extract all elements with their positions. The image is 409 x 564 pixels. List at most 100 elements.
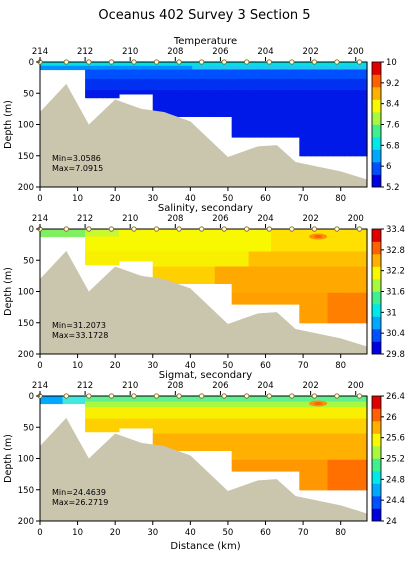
- data-cell: [304, 86, 312, 89]
- data-cell: [282, 112, 289, 116]
- data-cell: [282, 279, 289, 283]
- data-cell: [209, 281, 216, 284]
- data-cell: [254, 452, 261, 455]
- data-cell: [333, 133, 340, 136]
- data-cell: [220, 77, 227, 80]
- data-cell: [316, 304, 323, 307]
- data-cell: [344, 268, 351, 271]
- data-cell: [231, 270, 238, 273]
- data-cell: [355, 103, 362, 106]
- data-cell: [344, 296, 351, 299]
- data-cell: [180, 268, 188, 271]
- data-cell: [186, 420, 193, 423]
- data-cell: [361, 289, 368, 292]
- data-cell: [147, 232, 154, 236]
- data-cell: [164, 431, 171, 435]
- data-cell: [85, 232, 92, 236]
- data-cell: [310, 105, 317, 108]
- data-cell: [45, 234, 52, 238]
- data-cell: [56, 62, 64, 65]
- data-cell: [192, 97, 199, 101]
- data-cell: [271, 277, 278, 281]
- data-cell: [180, 442, 188, 446]
- data-cell: [214, 108, 222, 112]
- data-cell: [220, 78, 227, 82]
- data-cell: [310, 153, 317, 157]
- data-cell: [158, 266, 165, 269]
- data-cell: [158, 399, 165, 403]
- data-cell: [135, 244, 143, 247]
- data-cell: [118, 407, 126, 410]
- data-cell: [304, 300, 312, 303]
- data-cell: [282, 422, 289, 425]
- data-cell: [152, 427, 159, 431]
- data-cell: [175, 426, 182, 429]
- data-cell: [180, 414, 188, 418]
- data-cell: [118, 251, 126, 254]
- data-cell: [304, 266, 312, 269]
- data-cell: [344, 300, 351, 303]
- data-cell: [350, 300, 357, 303]
- data-cell: [288, 441, 295, 444]
- data-cell: [102, 229, 109, 232]
- data-cell: [102, 405, 109, 408]
- data-cell: [147, 249, 154, 253]
- data-cell: [299, 290, 306, 294]
- data-cell: [288, 112, 295, 116]
- data-cell: [141, 236, 148, 239]
- data-cell: [141, 249, 148, 253]
- data-cell: [259, 266, 267, 269]
- data-cell: [85, 401, 92, 405]
- data-cell: [90, 69, 97, 72]
- data-cell: [85, 251, 92, 254]
- data-cell: [254, 435, 261, 438]
- data-cell: [180, 65, 188, 69]
- data-cell: [248, 82, 255, 86]
- data-cell: [180, 110, 188, 114]
- data-cell: [310, 298, 317, 301]
- data-cell: [203, 73, 210, 76]
- data-cell: [231, 459, 238, 463]
- data-cell: [96, 95, 103, 99]
- data-cell: [271, 279, 278, 283]
- data-cell: [226, 242, 233, 245]
- colorbar-segment: [372, 87, 381, 100]
- data-cell: [254, 268, 261, 271]
- data-cell: [209, 245, 216, 249]
- data-cell: [226, 260, 233, 264]
- data-cell: [310, 433, 317, 436]
- data-cell: [147, 397, 154, 401]
- data-cell: [259, 279, 267, 283]
- data-cell: [186, 63, 193, 67]
- data-cell: [310, 82, 317, 86]
- data-cell: [203, 236, 210, 239]
- data-cell: [113, 77, 120, 80]
- data-cell: [85, 93, 92, 97]
- data-cell: [158, 411, 165, 414]
- data-cell: [288, 283, 295, 286]
- data-cell: [333, 95, 340, 99]
- data-cell: [361, 108, 368, 112]
- data-cell: [226, 82, 233, 86]
- data-cell: [203, 418, 210, 421]
- data-cell: [276, 441, 284, 444]
- data-cell: [175, 105, 182, 108]
- data-cell: [186, 240, 193, 243]
- data-cell: [276, 62, 284, 65]
- data-cell: [192, 442, 199, 446]
- data-cell: [90, 65, 97, 69]
- data-cell: [293, 407, 300, 410]
- data-cell: [130, 416, 137, 420]
- data-cell: [327, 112, 334, 116]
- data-cell: [271, 294, 278, 298]
- data-cell: [254, 405, 261, 408]
- data-cell: [350, 304, 357, 307]
- data-cell: [209, 431, 216, 435]
- data-cell: [350, 257, 357, 260]
- data-cell: [237, 69, 244, 72]
- data-cell: [158, 401, 165, 405]
- data-cell: [169, 418, 176, 421]
- data-cell: [209, 73, 216, 76]
- data-cell: [361, 309, 368, 313]
- data-cell: [265, 420, 272, 423]
